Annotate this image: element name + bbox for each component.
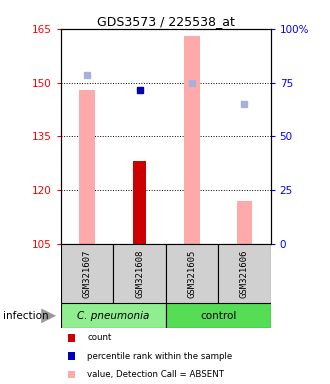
Bar — [114, 244, 166, 303]
Bar — [166, 303, 271, 328]
Text: count: count — [87, 333, 112, 343]
Bar — [218, 244, 271, 303]
Text: C. pneumonia: C. pneumonia — [77, 311, 149, 321]
Polygon shape — [41, 308, 56, 323]
Bar — [133, 161, 146, 244]
Text: infection: infection — [3, 311, 49, 321]
Text: control: control — [200, 311, 236, 321]
Bar — [237, 201, 252, 244]
Bar — [61, 303, 166, 328]
Text: value, Detection Call = ABSENT: value, Detection Call = ABSENT — [87, 370, 224, 379]
Bar — [69, 334, 75, 342]
Bar — [166, 244, 218, 303]
Text: GSM321605: GSM321605 — [187, 250, 197, 298]
Text: GSM321608: GSM321608 — [135, 250, 144, 298]
Bar — [80, 90, 95, 244]
Text: GSM321606: GSM321606 — [240, 250, 249, 298]
Bar — [61, 244, 114, 303]
Text: GSM321607: GSM321607 — [83, 250, 92, 298]
Title: GDS3573 / 225538_at: GDS3573 / 225538_at — [97, 15, 235, 28]
Text: percentile rank within the sample: percentile rank within the sample — [87, 352, 233, 361]
Bar — [69, 353, 75, 360]
Bar — [69, 371, 75, 379]
Bar — [184, 36, 200, 244]
